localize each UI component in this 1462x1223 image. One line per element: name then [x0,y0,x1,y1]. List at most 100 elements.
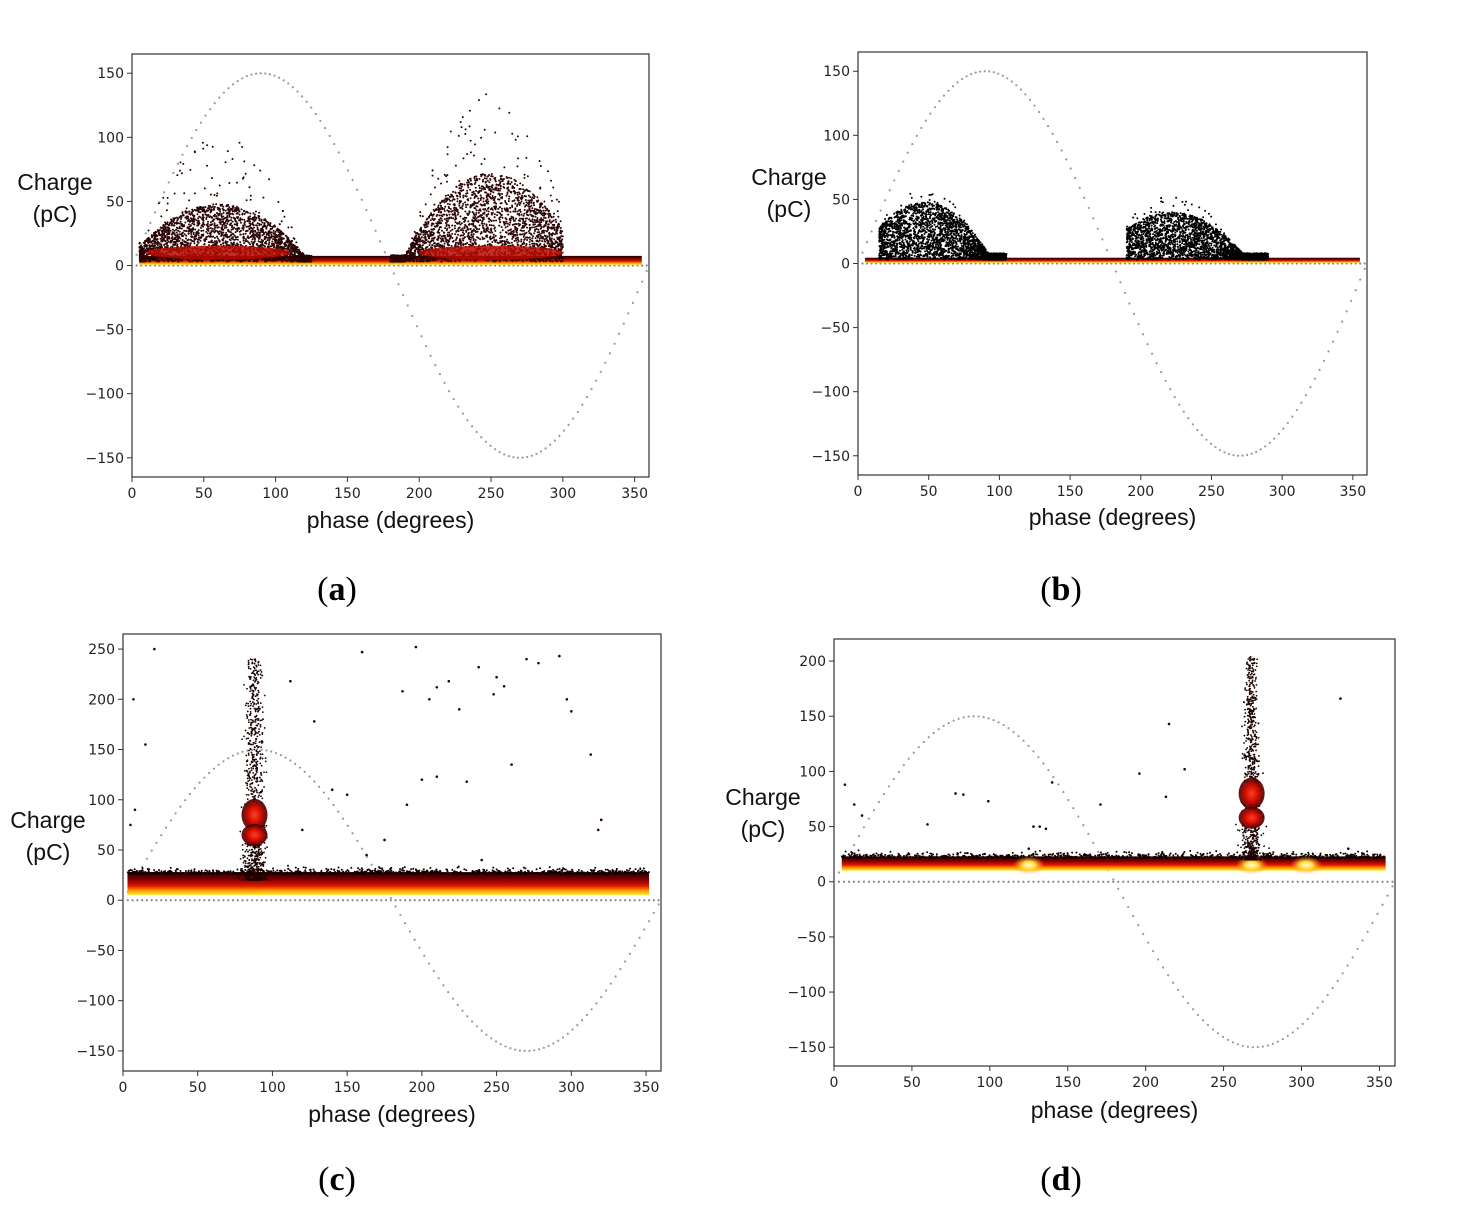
data-point [446,146,449,149]
data-point [269,222,272,225]
zero-dot [627,264,630,267]
data-point [288,243,291,246]
data-point [178,230,181,233]
data-point [491,259,494,262]
zero-dot [553,264,556,267]
data-point [246,220,249,223]
data-point [449,229,452,232]
data-point [223,222,226,225]
data-point [487,202,490,205]
data-point [187,218,190,221]
zero-dot [562,264,566,267]
data-point [519,223,522,226]
data-point [468,125,471,128]
data-point [244,172,247,175]
data-point [533,232,536,235]
data-point [254,210,257,213]
data-point [149,257,152,260]
data-point [487,210,490,213]
data-point [531,237,534,240]
sine-dot [489,444,492,447]
data-point [196,243,199,246]
data-point [267,234,270,237]
data-point [511,237,514,240]
zero-dot [452,264,455,267]
data-point [457,191,460,194]
sine-dot [268,73,271,76]
data-point [186,242,189,245]
data-point [437,204,440,207]
data-point [517,195,520,198]
data-point [529,226,532,229]
data-point [288,241,291,244]
data-point [310,254,313,257]
data-point [272,229,275,232]
data-point [195,219,198,222]
data-point [474,213,477,216]
data-point [480,187,483,190]
data-point [211,227,214,230]
zero-dot [356,264,359,267]
data-point [148,241,151,244]
data-point [483,222,486,225]
data-point [213,205,216,208]
data-point [424,235,427,238]
data-point [309,256,312,259]
sine-dot [195,128,198,132]
data-point [179,220,182,223]
data-point [538,233,541,236]
data-point [212,208,215,211]
data-point [237,216,240,219]
data-point [203,187,206,190]
data-point [480,231,483,234]
data-point [290,247,293,250]
data-point [462,229,465,232]
data-point [486,226,489,229]
data-point [517,157,520,160]
data-point [180,215,183,218]
data-point [258,219,261,222]
sine-dot [604,361,607,364]
data-point [188,199,191,202]
data-point [231,157,234,160]
data-point [220,212,223,215]
data-point [485,93,488,96]
data-point [522,229,525,232]
data-point [475,211,478,214]
data-point [261,242,264,245]
data-point [183,192,186,195]
data-point [508,223,511,226]
sine-dot [457,405,460,408]
data-point [508,197,511,200]
data-point [223,227,226,230]
data-point [170,224,173,227]
data-point [543,200,546,203]
data-point [548,243,551,246]
data-point [511,204,514,207]
data-point [213,236,216,239]
data-point [437,207,440,210]
data-point [552,232,555,235]
data-point [469,151,472,154]
data-point [437,177,440,180]
data-point [263,259,266,262]
data-point [259,169,262,172]
data-point [200,224,203,227]
sine-dot [245,75,248,78]
zero-dot [360,264,363,267]
data-point [249,215,252,218]
data-point [295,255,298,258]
zero-dot [287,264,290,267]
data-point [238,213,241,216]
zero-dot [415,264,419,267]
data-point [441,199,444,202]
data-point [157,202,160,205]
data-point [455,185,458,188]
data-point [239,244,242,247]
zero-dot [613,264,616,267]
data-point [539,205,542,208]
data-point [228,223,231,226]
data-point [169,221,172,224]
data-point [503,240,506,243]
data-point [479,219,482,222]
